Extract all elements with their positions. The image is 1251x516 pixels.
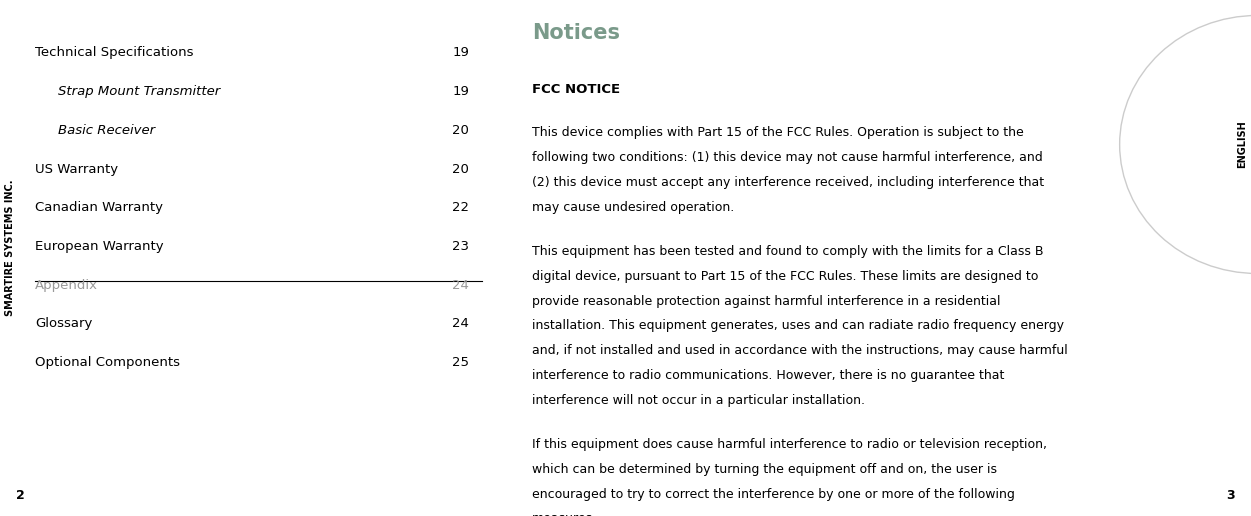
- Text: Notices: Notices: [532, 23, 619, 43]
- Text: Technical Specifications: Technical Specifications: [35, 46, 194, 59]
- Text: ENGLISH: ENGLISH: [1237, 121, 1247, 168]
- Text: 24: 24: [453, 317, 469, 330]
- Text: 19: 19: [453, 85, 469, 98]
- Text: interference will not occur in a particular installation.: interference will not occur in a particu…: [532, 394, 864, 407]
- Text: 23: 23: [452, 240, 469, 253]
- Text: interference to radio communications. However, there is no guarantee that: interference to radio communications. Ho…: [532, 369, 1005, 382]
- Text: Appendix: Appendix: [35, 279, 98, 292]
- Text: (2) this device must accept any interference received, including interference th: (2) this device must accept any interfer…: [532, 176, 1043, 189]
- Text: digital device, pursuant to Part 15 of the FCC Rules. These limits are designed : digital device, pursuant to Part 15 of t…: [532, 270, 1038, 283]
- Text: 2: 2: [16, 489, 24, 502]
- Text: provide reasonable protection against harmful interference in a residential: provide reasonable protection against ha…: [532, 295, 1001, 308]
- Text: 22: 22: [452, 201, 469, 214]
- Text: Canadian Warranty: Canadian Warranty: [35, 201, 163, 214]
- Text: 3: 3: [1227, 489, 1235, 502]
- Text: 20: 20: [453, 124, 469, 137]
- Text: 20: 20: [453, 163, 469, 175]
- Text: Strap Mount Transmitter: Strap Mount Transmitter: [58, 85, 220, 98]
- Text: This device complies with Part 15 of the FCC Rules. Operation is subject to the: This device complies with Part 15 of the…: [532, 126, 1023, 139]
- Text: and, if not installed and used in accordance with the instructions, may cause ha: and, if not installed and used in accord…: [532, 344, 1067, 357]
- Text: following two conditions: (1) this device may not cause harmful interference, an: following two conditions: (1) this devic…: [532, 151, 1042, 164]
- Text: installation. This equipment generates, uses and can radiate radio frequency ene: installation. This equipment generates, …: [532, 319, 1063, 332]
- Text: This equipment has been tested and found to comply with the limits for a Class B: This equipment has been tested and found…: [532, 245, 1043, 258]
- Text: FCC NOTICE: FCC NOTICE: [532, 83, 619, 95]
- Text: 25: 25: [452, 356, 469, 369]
- Text: European Warranty: European Warranty: [35, 240, 164, 253]
- Text: US Warranty: US Warranty: [35, 163, 118, 175]
- Text: SMARTIRE SYSTEMS INC.: SMARTIRE SYSTEMS INC.: [5, 180, 15, 316]
- Text: may cause undesired operation.: may cause undesired operation.: [532, 201, 734, 214]
- Text: Optional Components: Optional Components: [35, 356, 180, 369]
- Text: If this equipment does cause harmful interference to radio or television recepti: If this equipment does cause harmful int…: [532, 438, 1047, 451]
- Text: which can be determined by turning the equipment off and on, the user is: which can be determined by turning the e…: [532, 463, 997, 476]
- Text: encouraged to try to correct the interference by one or more of the following: encouraged to try to correct the interfe…: [532, 488, 1015, 501]
- Text: 24: 24: [453, 279, 469, 292]
- Text: 19: 19: [453, 46, 469, 59]
- Text: Basic Receiver: Basic Receiver: [58, 124, 155, 137]
- Text: measures:: measures:: [532, 512, 597, 516]
- Text: Glossary: Glossary: [35, 317, 93, 330]
